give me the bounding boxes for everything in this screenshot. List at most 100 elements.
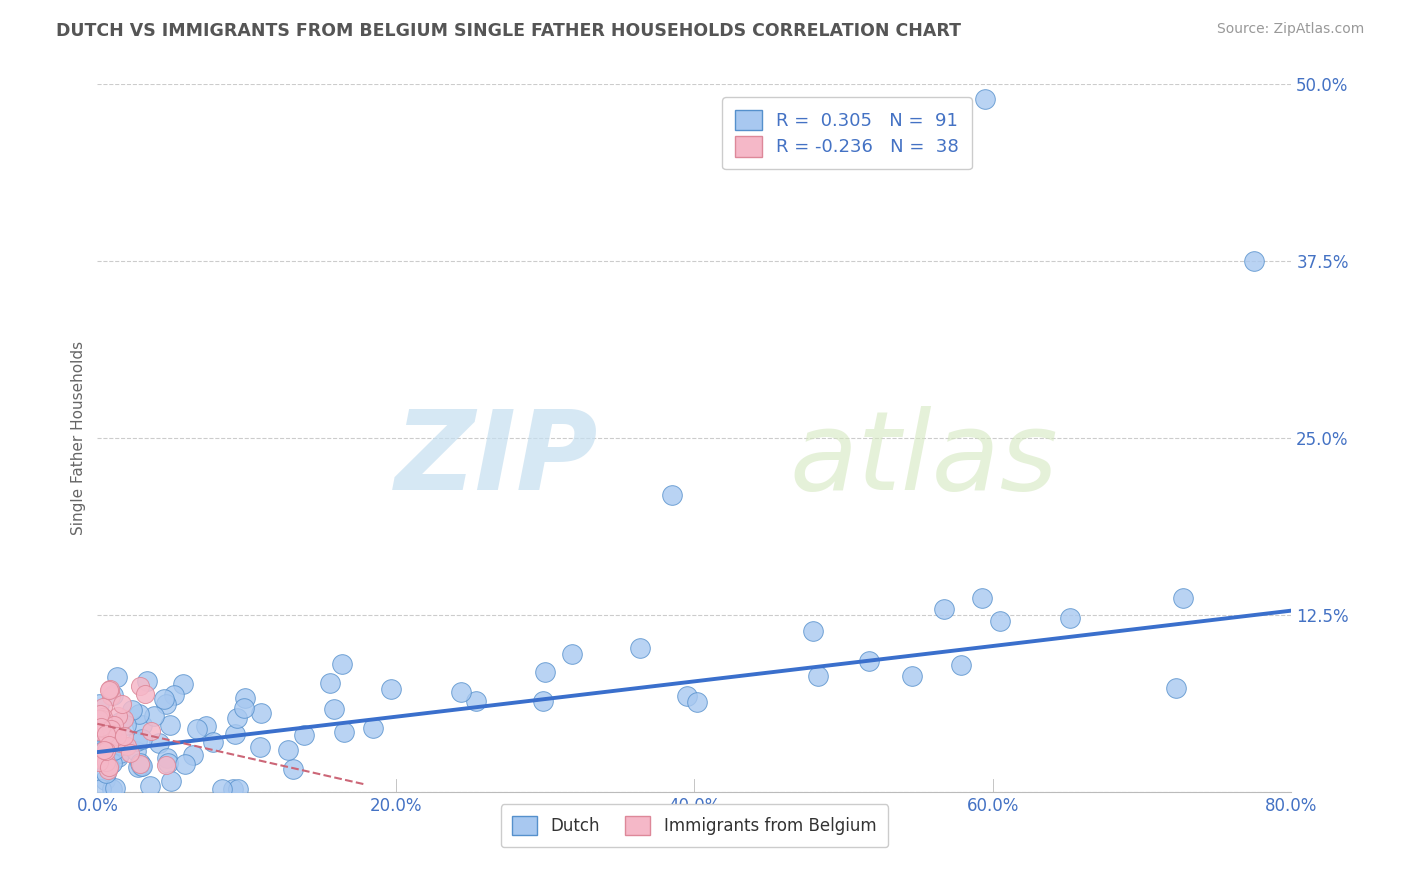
Point: [115, 739, 138, 754]
Point: [93, 743, 115, 757]
Point: [226, 781, 249, 796]
Y-axis label: Single Father Households: Single Father Households: [72, 341, 86, 535]
Point: [94, 765, 117, 780]
Point: [100, 722, 122, 736]
Point: [94, 727, 117, 741]
Point: [561, 647, 583, 661]
Point: [110, 736, 132, 750]
Point: [100, 781, 122, 796]
Point: [202, 735, 225, 749]
Text: ZIP: ZIP: [395, 406, 599, 513]
Point: [127, 759, 149, 773]
Point: [128, 706, 150, 721]
Point: [628, 641, 651, 656]
Legend: R =  0.305   N =  91, R = -0.236   N =  38: R = 0.305 N = 91, R = -0.236 N = 38: [723, 97, 972, 169]
Point: [318, 676, 340, 690]
Point: [292, 728, 315, 742]
Point: [221, 781, 243, 796]
Point: [148, 736, 170, 750]
Point: [531, 694, 554, 708]
Point: [1243, 254, 1265, 268]
Point: [233, 701, 256, 715]
Point: [101, 756, 124, 770]
Point: [181, 748, 204, 763]
Point: [1173, 591, 1195, 606]
Point: [91, 717, 114, 731]
Point: [98, 723, 121, 738]
Point: [107, 750, 129, 764]
Point: [186, 722, 208, 736]
Point: [361, 721, 384, 735]
Point: [153, 692, 176, 706]
Point: [159, 718, 181, 732]
Point: [163, 688, 186, 702]
Text: atlas: atlas: [790, 406, 1059, 513]
Point: [87, 746, 110, 760]
Point: [93, 710, 115, 724]
Point: [131, 731, 153, 746]
Point: [97, 731, 120, 745]
Point: [112, 729, 135, 743]
Point: [89, 724, 111, 739]
Point: [174, 756, 197, 771]
Point: [277, 743, 299, 757]
Point: [98, 683, 121, 698]
Point: [801, 624, 824, 639]
Point: [100, 689, 122, 703]
Point: [97, 757, 120, 772]
Text: Source: ZipAtlas.com: Source: ZipAtlas.com: [1216, 22, 1364, 37]
Point: [155, 697, 177, 711]
Point: [1166, 681, 1188, 695]
Point: [858, 654, 880, 668]
Point: [135, 673, 157, 688]
Point: [97, 760, 120, 774]
Point: [807, 669, 830, 683]
Point: [93, 756, 115, 770]
Point: [159, 773, 181, 788]
Point: [87, 756, 110, 770]
Point: [233, 691, 256, 706]
Point: [249, 706, 271, 720]
Point: [86, 751, 108, 765]
Point: [934, 602, 956, 616]
Point: [100, 726, 122, 740]
Point: [114, 712, 136, 726]
Point: [134, 687, 156, 701]
Point: [87, 724, 110, 739]
Point: [111, 697, 134, 711]
Point: [101, 688, 124, 702]
Point: [90, 714, 112, 729]
Point: [129, 756, 152, 771]
Point: [139, 723, 162, 738]
Point: [90, 781, 112, 796]
Point: [157, 756, 180, 771]
Point: [131, 759, 153, 773]
Point: [139, 779, 162, 793]
Point: [101, 731, 124, 745]
Point: [950, 657, 973, 672]
Point: [465, 694, 488, 708]
Point: [661, 488, 683, 502]
Point: [129, 679, 152, 693]
Point: [105, 729, 128, 743]
Point: [450, 684, 472, 698]
Point: [970, 591, 993, 606]
Point: [988, 614, 1011, 628]
Point: [1059, 611, 1081, 625]
Point: [283, 762, 305, 776]
Point: [195, 718, 218, 732]
Point: [87, 712, 110, 726]
Point: [91, 700, 114, 714]
Point: [534, 665, 557, 679]
Point: [90, 720, 112, 734]
Point: [901, 669, 924, 683]
Point: [103, 780, 125, 795]
Point: [103, 718, 125, 732]
Point: [333, 725, 356, 739]
Point: [380, 681, 402, 696]
Point: [91, 721, 114, 735]
Point: [94, 744, 117, 758]
Point: [131, 718, 153, 732]
Point: [172, 677, 194, 691]
Point: [114, 718, 136, 732]
